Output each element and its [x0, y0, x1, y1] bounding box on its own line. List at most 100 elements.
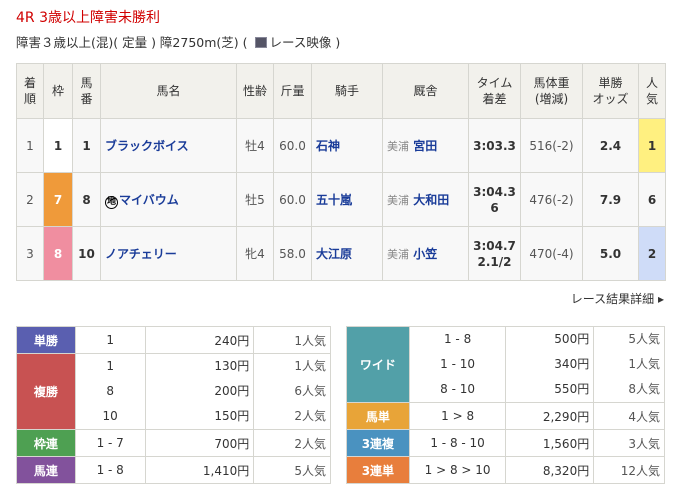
horse-name-link[interactable]: ブラックボイス: [105, 139, 189, 153]
combo-cell: 1 8 10: [74, 353, 146, 430]
payout-pop: 3人気: [628, 436, 660, 451]
sex-age: 牡4: [236, 118, 274, 173]
payout-row: ワイド 1 - 8 1 - 10 8 - 10 500円 340円 550円 5人気 1人…: [346, 326, 665, 403]
race-video-link[interactable]: レース映像: [252, 35, 332, 50]
carried-weight: 60.0: [273, 172, 312, 227]
horse-number: 10: [72, 226, 101, 281]
payout-table-left: 単勝 1 240円 1人気 複勝 1 8 10 130円 200円 150円 1人気 6人気…: [16, 326, 331, 484]
payout-pay: 700円: [214, 436, 250, 451]
payout-pop: 1人気: [294, 359, 326, 373]
paren: ): [331, 35, 341, 50]
jockey-link[interactable]: 石神: [311, 118, 383, 173]
payout-pay: 130円: [214, 359, 250, 373]
payout-pop: 12人気: [620, 463, 660, 478]
pop-cell: 1人気 6人気 2人気: [253, 353, 331, 430]
combo-cell: 1 - 8 - 10: [408, 429, 507, 457]
popularity: 6: [638, 172, 666, 227]
local-horse-mark-icon: 地: [105, 195, 118, 209]
conditions-text: 障害３歳以上(混)( 定量 ) 障2750m(芝) (: [16, 35, 248, 50]
payout-row: 馬連 1 - 8 1,410円 5人気: [16, 456, 331, 484]
payout-combo: 1 - 8: [96, 463, 124, 477]
sex-age: 牡5: [236, 172, 274, 227]
body-weight: 516(-2): [520, 118, 583, 173]
payout-pop: 1人気: [294, 333, 326, 348]
result-row: 2 7 8 地マイバウム 牡5 60.0 五十嵐 美浦 大和田 3:04.3 6 …: [16, 172, 666, 227]
trainer-area: 美浦: [387, 140, 409, 153]
win-odds: 2.4: [582, 118, 639, 173]
horse-name-link[interactable]: マイバウム: [119, 192, 179, 207]
popularity: 2: [638, 226, 666, 281]
column-header: 馬体重 (増減): [520, 63, 583, 119]
video-label: レース映像: [269, 35, 332, 50]
result-row: 3 8 10 ノアチェリー 牝4 58.0 大江原 美浦 小笠 3:04.7 2.…: [16, 226, 666, 281]
payout-combo: 8 - 10: [440, 382, 476, 396]
race-title: 4R 3歳以上障害未勝利: [16, 10, 160, 26]
payout-row: 単勝 1 240円 1人気: [16, 326, 331, 354]
bet-type-label: ワイド: [346, 326, 410, 403]
horse-name-cell: ノアチェリー: [100, 226, 237, 281]
payout-pay: 2,290円: [542, 409, 590, 424]
jockey-link[interactable]: 大江原: [311, 226, 383, 281]
combo-cell: 1: [74, 326, 146, 354]
pop-cell: 12人気: [593, 456, 665, 484]
trainer-cell: 美浦 宮田: [382, 118, 469, 173]
results-table: 着 順枠馬 番馬名 性齢 斤量 騎手 厩舎 タイム 着差 馬体重 (増減) 単勝 オッズ人 気…: [16, 63, 666, 281]
pop-cell: 2人気: [253, 429, 331, 457]
frame-number: 7: [43, 172, 73, 227]
payout-combo: 1 - 8 - 10: [430, 436, 485, 450]
sex-age: 牝4: [236, 226, 274, 281]
pop-cell: 1人気: [253, 326, 331, 354]
bet-type-label: 馬連: [16, 456, 76, 484]
column-header: 単勝 オッズ: [582, 63, 639, 119]
pay-cell: 2,290円: [505, 402, 595, 430]
pop-cell: 4人気: [593, 402, 665, 430]
trainer-link[interactable]: 宮田: [413, 139, 438, 153]
payout-pop: 8人気: [628, 382, 660, 396]
bet-type-label: 3連単: [346, 456, 410, 484]
rank: 2: [16, 172, 44, 227]
pop-cell: 5人気 1人気 8人気: [593, 326, 665, 403]
frame-number: 1: [43, 118, 73, 173]
horse-number: 1: [72, 118, 101, 173]
trainer-link[interactable]: 大和田: [413, 193, 450, 207]
payout-pop: 5人気: [294, 463, 326, 478]
payout-pop: 2人気: [294, 436, 326, 451]
race-result-detail-link[interactable]: レース結果詳細 ▸: [570, 292, 664, 306]
payout-row: 複勝 1 8 10 130円 200円 150円 1人気 6人気 2人気: [16, 353, 331, 430]
trainer-cell: 美浦 小笠: [382, 226, 469, 281]
combo-cell: 1 - 7: [74, 429, 146, 457]
trainer-cell: 美浦 大和田: [382, 172, 469, 227]
finish-time: 3:04.3: [473, 184, 516, 199]
payout-row: 3連複 1 - 8 - 10 1,560円 3人気: [346, 429, 665, 457]
payout-pop: 4人気: [628, 409, 660, 424]
trainer-link[interactable]: 小笠: [413, 247, 438, 261]
column-header: 着 順: [16, 63, 44, 119]
payout-pop: 6人気: [294, 384, 326, 398]
column-header: 馬名: [100, 63, 237, 119]
frame-number: 8: [43, 226, 73, 281]
pay-cell: 130円 200円 150円: [144, 353, 255, 430]
payout-combo: 1: [106, 333, 114, 347]
column-header: 騎手: [311, 63, 383, 119]
payout-pay: 240円: [214, 333, 250, 348]
video-icon: [254, 37, 267, 48]
payout-table-right: ワイド 1 - 8 1 - 10 8 - 10 500円 340円 550円 5人気 1人…: [346, 326, 665, 484]
trainer-area: 美浦: [387, 194, 409, 207]
jockey-link[interactable]: 五十嵐: [311, 172, 383, 227]
payout-combo: 1 - 7: [96, 436, 124, 450]
combo-cell: 1 - 8: [74, 456, 146, 484]
payout-pay: 550円: [554, 382, 590, 396]
bet-type-label: 枠連: [16, 429, 76, 457]
payout-combo: 1 - 10: [440, 357, 476, 371]
payout-combo: 1 - 8: [443, 332, 472, 346]
payout-pop: 1人気: [628, 357, 660, 371]
pay-cell: 240円: [144, 326, 255, 354]
time-margin: 3:04.3 6: [468, 172, 521, 227]
result-row: 1 1 1 ブラックボイス 牡4 60.0 石神 美浦 宮田 3:03.3 51…: [16, 118, 666, 173]
payout-combo: 1: [106, 359, 114, 373]
payout-pay: 200円: [214, 384, 250, 398]
pay-cell: 1,410円: [144, 456, 255, 484]
pay-cell: 1,560円: [505, 429, 595, 457]
column-header: 馬 番: [72, 63, 101, 119]
horse-name-link[interactable]: ノアチェリー: [105, 247, 177, 261]
